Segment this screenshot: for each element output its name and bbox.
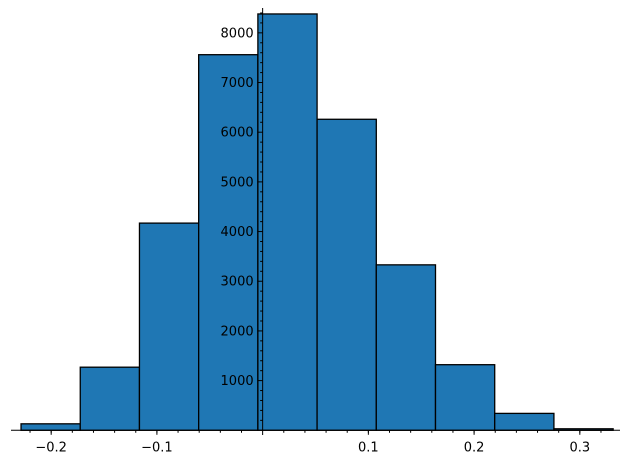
y-tick-label: 7000	[221, 76, 254, 91]
histogram-bar-9	[494, 412, 555, 431]
y-tick-label: 8000	[221, 26, 254, 41]
x-tick-label: −0.1	[141, 440, 173, 455]
histogram-bar-8	[434, 364, 496, 431]
y-tick-label: 4000	[221, 225, 254, 240]
histogram-bar-6	[316, 118, 377, 431]
axes: −0.2 −0.1 0.1 0.2 0.3 1000 2000 3000 4000 5000 600…	[11, 8, 620, 455]
histogram-bar-2	[79, 366, 141, 431]
histogram-bars	[20, 13, 614, 431]
histogram-bar-5	[257, 13, 318, 431]
histogram-bar-7	[375, 264, 437, 431]
histogram-bar-4	[198, 54, 259, 431]
y-tick-label: 6000	[221, 126, 254, 141]
x-tick-label: 0.3	[569, 440, 590, 455]
histogram-bar-1	[20, 423, 81, 431]
x-tick-label: 0.2	[464, 440, 485, 455]
y-tick-label: 5000	[221, 175, 254, 190]
y-tick-label: 1000	[221, 374, 254, 389]
y-tick-label: 3000	[221, 275, 254, 290]
histogram-bar-3	[138, 222, 200, 431]
x-tick-label: −0.2	[35, 440, 67, 455]
x-tick-label: 0.1	[358, 440, 379, 455]
y-tick-label: 2000	[221, 324, 254, 339]
